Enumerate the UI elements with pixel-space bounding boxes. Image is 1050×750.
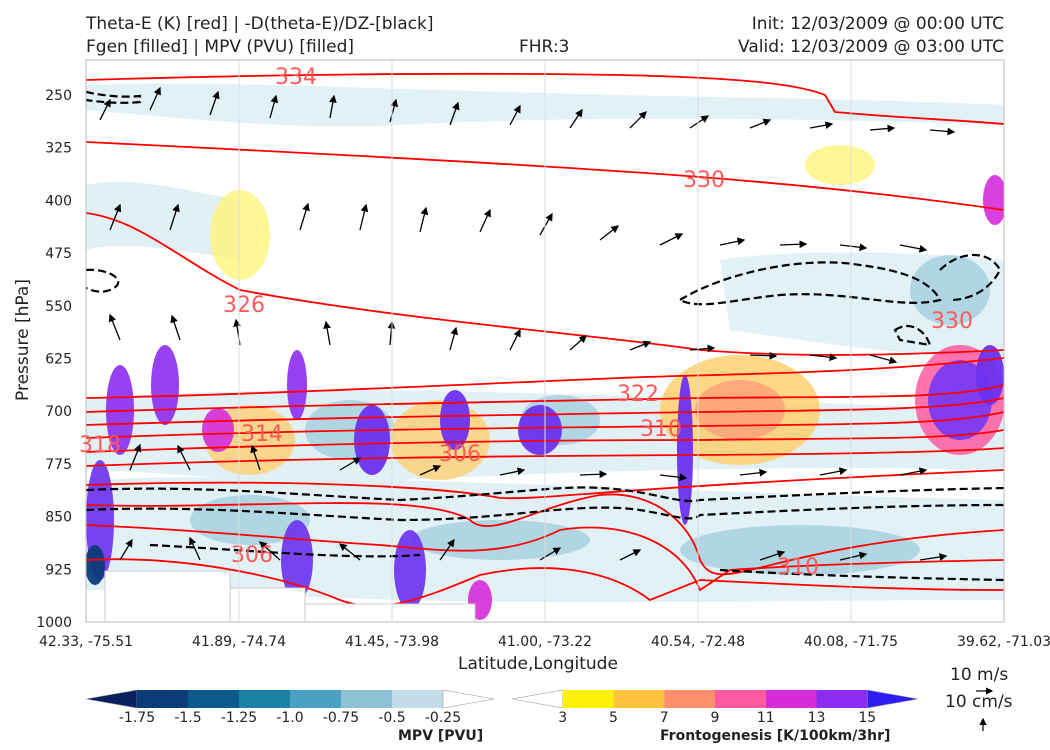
y-tick-label: 700 [45,404,72,420]
theta-e-contour-label: 322 [617,382,659,407]
y-tick-label: 475 [45,246,72,262]
x-tick-label: 40.08, -71.75 [804,634,898,650]
colorbar-tick-label: 5 [609,710,618,726]
colorbar-tick-label: -1.0 [276,710,303,726]
colorbar-segment [664,690,715,708]
valid-time: Valid: 12/03/2009 @ 03:00 UTC [738,37,1004,57]
fgen-colorbar: 3 5 7 9 11 13 15 [511,689,919,726]
x-axis-label: Latitude,Longitude [458,654,618,674]
y-tick-label: 550 [45,299,72,315]
colorbar-tick-label: 9 [711,710,720,726]
contour-label-layer: 334 330 326 322 318 314 310 306 306 310 330 [79,65,973,580]
forecast-hour: FHR:3 [519,37,570,57]
colorbar-segment [765,690,817,708]
mpv-colorbar-title: MPV [PVU] [398,728,484,744]
mpv-colorbar: -1.75 -1.5 -1.25 -1.0 -0.75 -0.5 -0.25 [85,689,495,726]
y-tick-label: 400 [45,193,72,209]
theta-e-contour-label: 318 [79,433,121,458]
vector-legend-arrows [976,687,994,731]
theta-e-contour-label: 314 [241,422,283,447]
terrain-mask [104,570,476,622]
colorbar-segment [239,690,290,708]
colorbar-segment [137,690,188,708]
theta-e-contour-label: 306 [231,543,273,568]
colorbar-tick-label: -1.75 [119,710,155,726]
y-tick-label: 850 [45,510,72,526]
y-tick-label: 325 [45,141,72,157]
colorbar-tick-label: 7 [660,710,669,726]
colorbar-segment [866,689,919,709]
theta-e-contour-label: 310 [640,417,682,442]
theta-e-contours [86,72,1004,607]
fgen-colorbar-title: Frontogenesis [K/100km/3hr] [660,728,891,744]
colorbar-tick-label: -1.25 [221,710,257,726]
colorbar-segment [562,690,614,708]
colorbar-segment [188,690,239,708]
colorbar-tick-label: -0.25 [425,710,461,726]
x-tick-label: 42.33, -75.51 [39,634,133,650]
x-tick-label: 40.54, -72.48 [651,634,745,650]
colorbar-segment [511,689,564,709]
x-tick-label: 41.89, -74.74 [192,634,286,650]
y-tick-label: 925 [45,562,72,578]
colorbar-segment [85,689,138,709]
plot-area [86,60,1004,622]
theta-e-contour-label: 306 [439,442,481,467]
vector-vertical-label: 10 cm/s [945,692,1013,712]
colorbar-segment [392,690,443,708]
colorbar-tick-label: 15 [858,710,876,726]
y-tick-label: 250 [45,88,72,104]
y-tick-label: 775 [45,457,72,473]
theta-e-contour-label: 326 [223,293,265,318]
colorbar-segment [613,690,665,708]
colorbar-tick-label: 3 [558,710,567,726]
colorbar-tick-label: 11 [757,710,775,726]
x-axis: 42.33, -75.51 41.89, -74.74 41.45, -73.98 4… [39,60,1050,650]
y-axis: 250 325 400 475 550 625 700 775 850 925 1000 [36,88,72,631]
colorbar-segment [290,690,341,708]
init-time: Init: 12/03/2009 @ 00:00 UTC [751,14,1004,34]
colorbar-tick-label: -0.5 [378,710,405,726]
fgen-fill [86,145,1004,620]
title-line-1: Theta-E (K) [red] | -D(theta-E)/DZ-[blac… [86,14,434,34]
y-axis-label: Pressure [hPa] [12,279,33,401]
colorbar-segment [715,690,766,708]
theta-e-contour-label: 330 [931,309,973,334]
colorbar-tick-label: 13 [808,710,826,726]
colorbar-segment [816,690,868,708]
theta-e-contour-label: 330 [683,168,725,193]
theta-e-contour-label: 334 [275,65,317,90]
x-tick-label: 41.45, -73.98 [345,634,439,650]
wind-vectors [99,86,956,561]
title-line-2: Fgen [filled] | MPV (PVU) [filled] [86,37,355,57]
x-tick-label: 41.00, -73.22 [498,634,592,650]
x-tick-label: 39.62, -71.03 [957,634,1050,650]
theta-e-contour-label: 310 [777,555,819,580]
vector-speed-label: 10 m/s [950,665,1009,685]
y-tick-label: 625 [45,352,72,368]
y-tick-label: 1000 [36,615,72,631]
colorbar-tick-label: -1.5 [174,710,201,726]
colorbar-tick-label: -0.75 [323,710,359,726]
colorbar-segment [341,690,392,708]
colorbar-segment [442,689,495,709]
